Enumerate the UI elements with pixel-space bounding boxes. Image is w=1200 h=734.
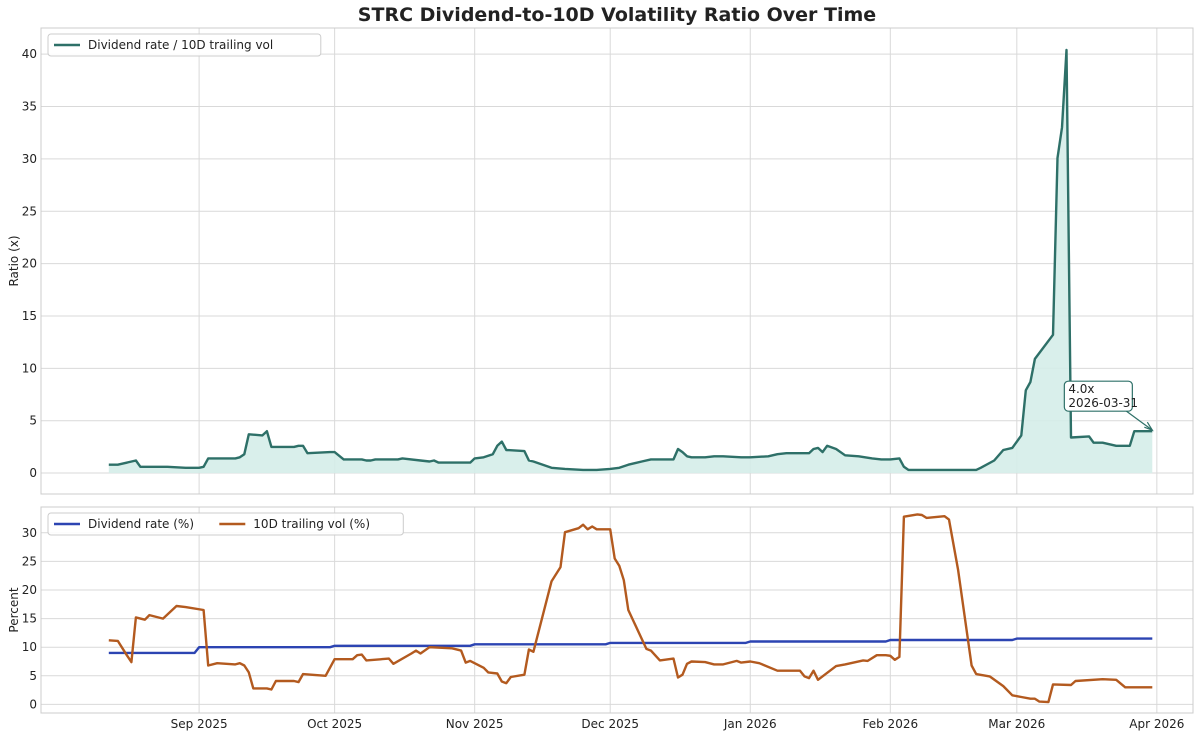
- x-tick-label: Nov 2025: [446, 717, 504, 731]
- y-tick-label: 15: [22, 309, 37, 323]
- ratio-panel: 0 5 10 15 20 25 30 35 40 Ratio (x) Dividend rate…: [7, 27, 1194, 495]
- y-tick-label: 25: [22, 204, 37, 218]
- date-x-ticks: Sep 2025 Oct 2025 Nov 2025 Dec 2025 Jan 2026…: [171, 717, 1185, 731]
- ratio-legend: Dividend rate / 10D trailing vol: [47, 33, 322, 57]
- trailing-vol-line: [108, 513, 1153, 704]
- annotation-date: 2026-03-31: [1068, 396, 1138, 410]
- legend-label: Dividend rate / 10D trailing vol: [88, 38, 273, 52]
- y-tick-label: 5: [29, 669, 37, 683]
- y-tick-label: 25: [22, 554, 37, 568]
- ratio-area-fill: [108, 50, 1153, 474]
- x-tick-label: Mar 2026: [988, 717, 1045, 731]
- x-tick-label: Apr 2026: [1129, 717, 1184, 731]
- x-tick-label: Oct 2025: [307, 717, 362, 731]
- y-tick-label: 15: [22, 612, 37, 626]
- ratio-plot-area: [108, 48, 1153, 474]
- percent-legend: Dividend rate (%) 10D trailing vol (%): [47, 512, 404, 536]
- x-tick-label: Jan 2026: [723, 717, 777, 731]
- chart-title: STRC Dividend-to-10D Volatility Ratio Ov…: [358, 4, 876, 26]
- percent-plot-area: [108, 513, 1153, 704]
- percent-gridlines: [41, 507, 1193, 713]
- ratio-panel-frame: [40, 27, 1194, 495]
- percent-y-ticks: 0 5 10 15 20 25 30: [22, 526, 37, 712]
- y-tick-label: 10: [22, 640, 37, 654]
- y-tick-label: 20: [22, 583, 37, 597]
- y-tick-label: 0: [29, 466, 37, 480]
- x-tick-label: Feb 2026: [863, 717, 919, 731]
- ratio-gridlines: [41, 28, 1193, 494]
- legend-box: [47, 33, 322, 57]
- y-tick-label: 30: [22, 152, 37, 166]
- y-tick-label: 20: [22, 257, 37, 271]
- annotation-box: [1063, 380, 1133, 412]
- percent-panel-frame: [40, 506, 1194, 714]
- legend-label: 10D trailing vol (%): [253, 517, 370, 531]
- y-tick-label: 0: [29, 697, 37, 711]
- ratio-y-ticks: 0 5 10 15 20 25 30 35 40: [22, 47, 37, 480]
- percent-y-axis-label: Percent: [7, 587, 21, 632]
- annotation-arrowhead: [1144, 421, 1154, 432]
- ratio-line: [108, 48, 1153, 472]
- y-tick-label: 40: [22, 47, 37, 61]
- x-tick-label: Dec 2025: [581, 717, 639, 731]
- y-tick-label: 35: [22, 100, 37, 114]
- y-tick-label: 10: [22, 361, 37, 375]
- y-tick-label: 30: [22, 526, 37, 540]
- x-tick-label: Sep 2025: [171, 717, 228, 731]
- legend-label: Dividend rate (%): [88, 517, 194, 531]
- annotation-value: 4.0x: [1068, 382, 1094, 396]
- y-tick-label: 5: [29, 414, 37, 428]
- percent-panel: 0 5 10 15 20 25 30 Percent Dividend rate (%) 10…: [7, 506, 1194, 714]
- annotation-arrow: [1125, 410, 1153, 431]
- ratio-y-axis-label: Ratio (x): [7, 235, 21, 286]
- dividend-rate-line: [108, 637, 1153, 655]
